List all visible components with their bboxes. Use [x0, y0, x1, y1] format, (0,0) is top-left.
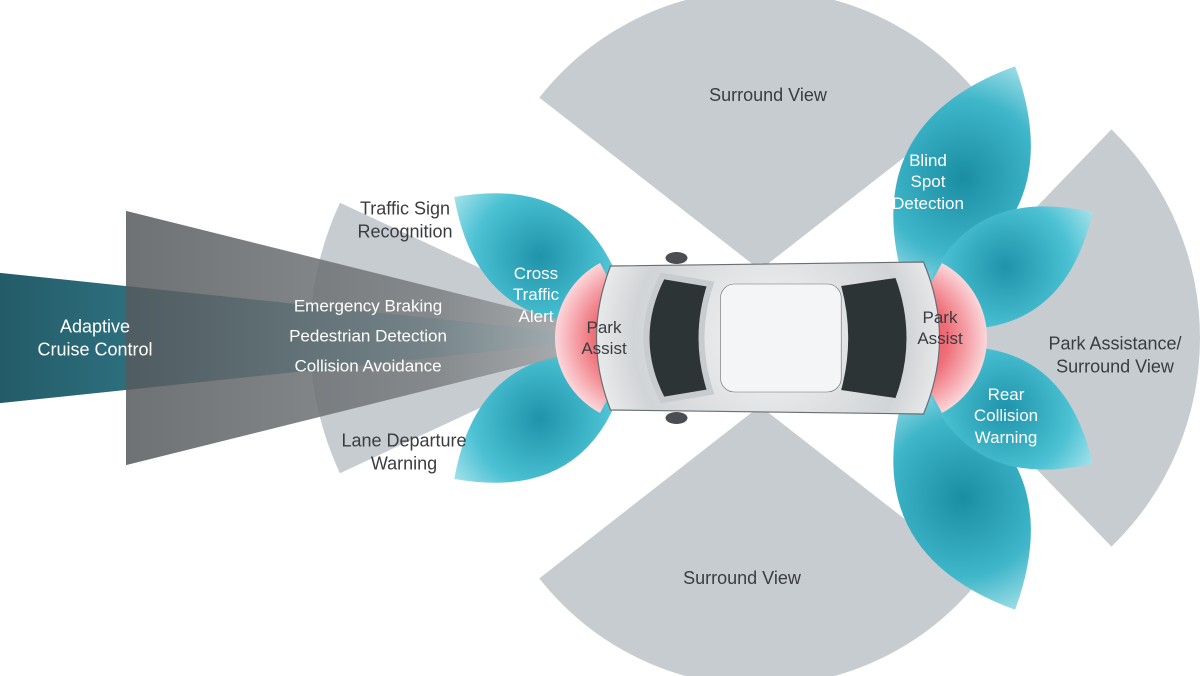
car-mirror-left	[666, 252, 688, 264]
car-rear-glass	[841, 278, 906, 398]
diagram-svg	[0, 0, 1200, 676]
car-mirror-right	[666, 412, 688, 424]
car-roof	[721, 284, 842, 392]
adas-sensor-diagram: Adaptive Cruise ControlEmergency Braking…	[0, 0, 1200, 676]
car-windshield	[647, 276, 711, 400]
